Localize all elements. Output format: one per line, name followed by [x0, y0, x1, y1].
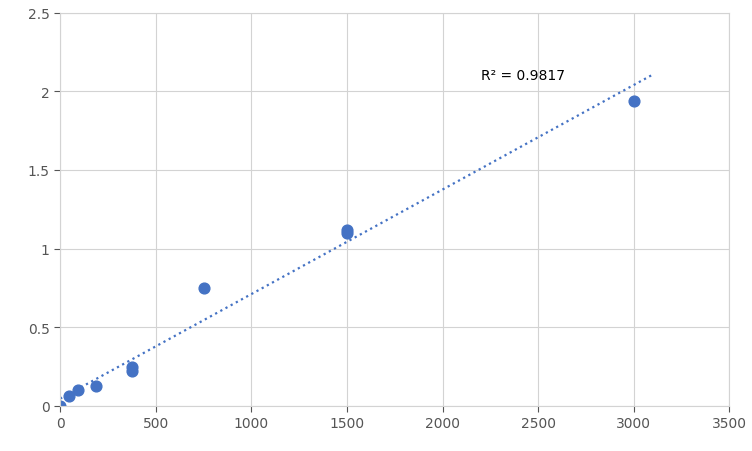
Point: [72, 387, 84, 394]
Point: [63, 393, 75, 400]
Point: [90, 382, 102, 390]
Point: [126, 364, 138, 371]
Point: [628, 98, 640, 105]
Point: [126, 368, 138, 375]
Text: R² = 0.9817: R² = 0.9817: [481, 69, 565, 83]
Point: [54, 402, 66, 410]
Point: [198, 285, 210, 292]
Point: [341, 226, 353, 234]
Point: [341, 230, 353, 237]
